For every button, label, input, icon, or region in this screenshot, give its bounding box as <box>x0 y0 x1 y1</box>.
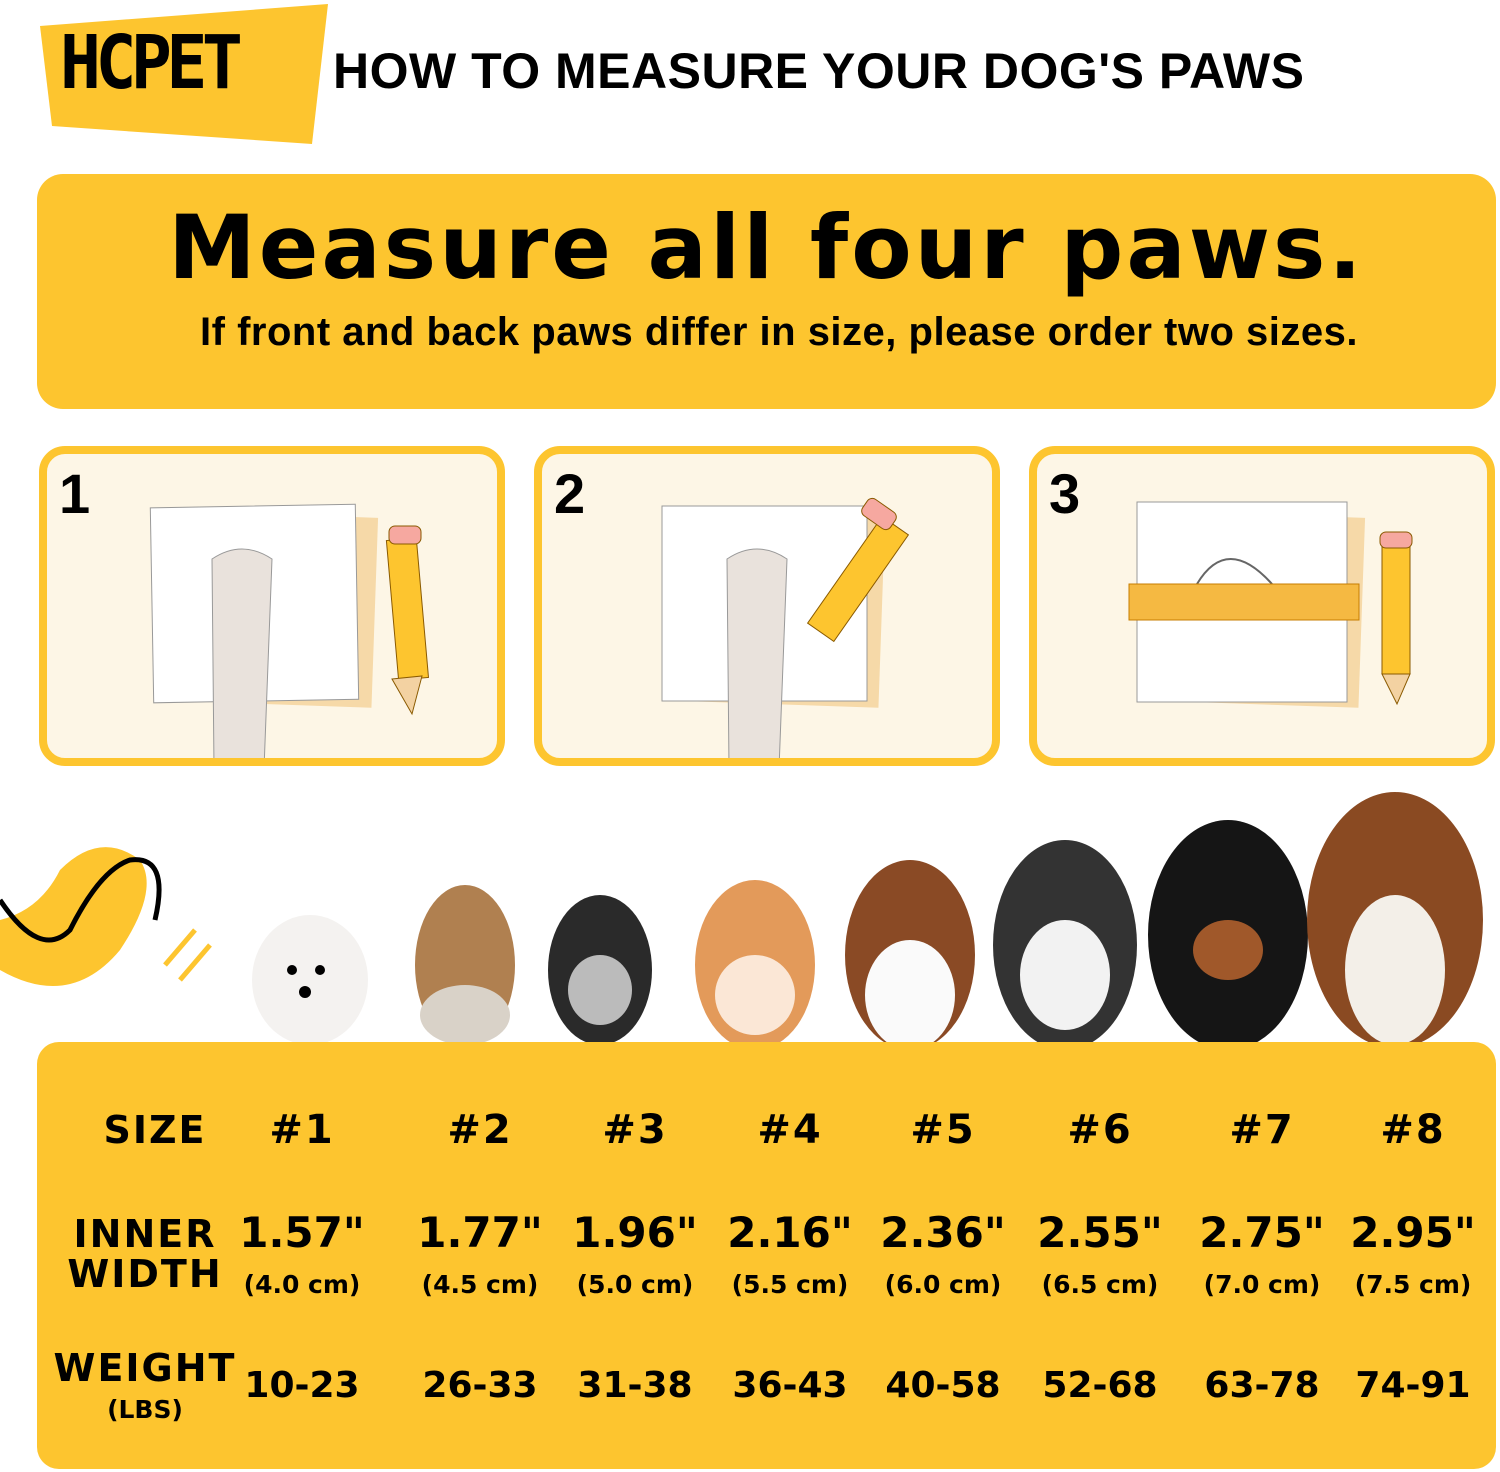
dog-saint-bernard <box>1307 792 1483 1045</box>
inner-width-cm: (5.5 cm) <box>731 1270 849 1299</box>
inner-width-cm: (7.5 cm) <box>1354 1270 1472 1299</box>
size-value: #3 <box>602 1107 668 1153</box>
weight-unit-label: (LBS) <box>107 1395 183 1424</box>
size-value: #4 <box>757 1107 823 1153</box>
inner-width-cm: (5.0 cm) <box>576 1270 694 1299</box>
weight-range: 52-68 <box>1042 1365 1158 1406</box>
size-value: #7 <box>1229 1107 1295 1153</box>
inner-width-inch: 1.57" <box>239 1208 365 1257</box>
size-value: #2 <box>447 1107 513 1153</box>
inner-width-cm: (4.0 cm) <box>243 1270 361 1299</box>
weight-range: 40-58 <box>885 1365 1001 1406</box>
inner-width-cm: (6.5 cm) <box>1041 1270 1159 1299</box>
dog-yorkshire-terrier <box>415 885 515 1045</box>
step-number: 2 <box>554 462 586 525</box>
dog-rottweiler <box>1148 820 1308 1045</box>
decorative-swoosh <box>0 847 212 986</box>
dog-shiba-inu <box>695 880 815 1045</box>
inner-width-inch: 2.55" <box>1037 1208 1163 1257</box>
trace-paw-illustration <box>661 497 910 758</box>
instruction-banner: Measure all four paws. If front and back… <box>37 174 1496 409</box>
paw-on-paper-illustration <box>149 503 430 758</box>
inner-width-cm: (6.0 cm) <box>884 1270 1002 1299</box>
measure-with-ruler-illustration <box>1128 501 1413 708</box>
banner-subline: If front and back paws differ in size, p… <box>200 310 1358 354</box>
inner-width-label-line1: INNER <box>73 1212 217 1256</box>
page-title: HOW TO MEASURE YOUR DOG'S PAWS <box>333 43 1305 99</box>
size-value: #5 <box>910 1107 976 1153</box>
size-label: SIZE <box>103 1108 207 1152</box>
step-number: 3 <box>1049 462 1081 525</box>
dog-breeds-row <box>0 792 1483 1045</box>
dog-husky <box>993 840 1137 1045</box>
logo-text: HCPET <box>60 20 243 106</box>
dog-bichon <box>252 915 368 1045</box>
banner-headline: Measure all four paws. <box>168 196 1365 299</box>
inner-width-inch: 2.75" <box>1199 1208 1325 1257</box>
inner-width-inch: 2.16" <box>727 1208 853 1257</box>
inner-width-inch: 1.77" <box>417 1208 543 1257</box>
inner-width-cm: (7.0 cm) <box>1203 1270 1321 1299</box>
weight-range: 36-43 <box>732 1365 848 1406</box>
weight-range: 26-33 <box>422 1365 538 1406</box>
weight-range: 31-38 <box>577 1365 693 1406</box>
step-panel-1: 1 <box>39 446 505 766</box>
inner-width-inch: 2.95" <box>1350 1208 1476 1257</box>
inner-width-label-line2: WIDTH <box>67 1252 223 1296</box>
dog-australian-shepherd <box>845 860 975 1045</box>
step-number: 1 <box>59 462 91 525</box>
weight-range: 63-78 <box>1204 1365 1320 1406</box>
inner-width-inch: 1.96" <box>572 1208 698 1257</box>
step-panel-2: 2 <box>534 446 1000 766</box>
weight-label: WEIGHT <box>53 1346 237 1390</box>
dog-schnauzer <box>548 895 652 1045</box>
weight-range: 10-23 <box>244 1365 360 1406</box>
brand-logo: HCPET <box>40 4 330 144</box>
weight-range: 74-91 <box>1355 1365 1471 1406</box>
size-chart-table: SIZE INNER WIDTH WEIGHT (LBS) #1 1.57" (4.… <box>37 1042 1496 1469</box>
logo-background <box>40 4 328 144</box>
step-panel-3: 3 <box>1029 446 1495 766</box>
size-value: #1 <box>269 1107 335 1153</box>
size-value: #6 <box>1067 1107 1133 1153</box>
size-value: #8 <box>1380 1107 1446 1153</box>
inner-width-inch: 2.36" <box>880 1208 1006 1257</box>
inner-width-cm: (4.5 cm) <box>421 1270 539 1299</box>
